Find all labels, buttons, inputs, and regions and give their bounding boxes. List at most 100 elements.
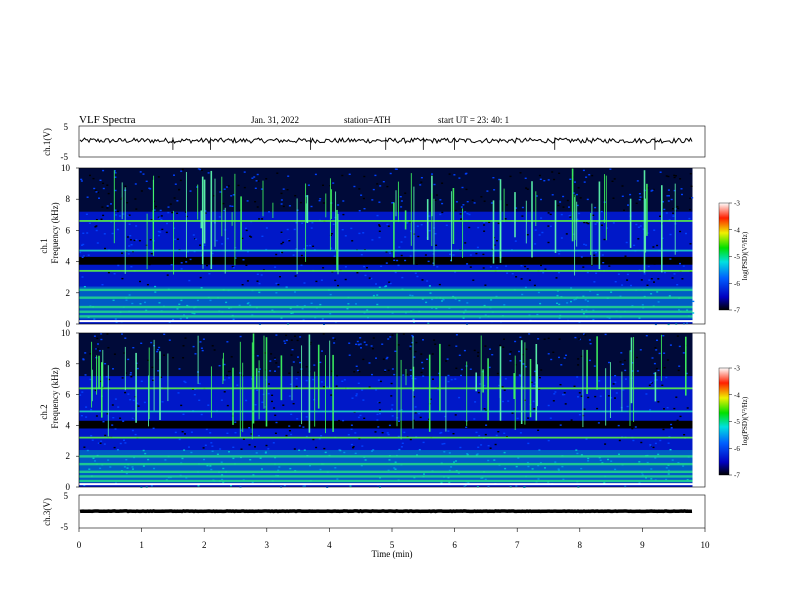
spec2-pixel [618, 439, 621, 442]
spec2-pixel [136, 367, 139, 370]
spec2-pixel [108, 378, 111, 381]
spec1-pixel [246, 251, 249, 253]
spec1-pixel [358, 210, 361, 212]
spec1-pixel [280, 199, 283, 201]
spec2-pixel [121, 333, 123, 335]
spec2-pixel [254, 446, 256, 448]
spec1-pixel [95, 219, 98, 221]
spec2-pixel [434, 343, 437, 345]
spec2-pixel [190, 431, 193, 433]
spec1-pixel [570, 287, 573, 289]
spec2-pixel [686, 479, 689, 481]
spec1-pixel [145, 180, 148, 182]
spec2-pixel [501, 400, 504, 403]
spec1-pixel [425, 301, 428, 304]
spec1-pixel [594, 206, 597, 209]
spec1-pixel [102, 214, 105, 217]
spec2-pixel [547, 353, 550, 355]
spec2-pixel [661, 384, 664, 386]
spec1-pixel [86, 232, 89, 234]
spec2-pixel [479, 383, 482, 385]
spec2-pixel [226, 341, 229, 343]
spec2-pixel [598, 380, 601, 382]
spec2-pixel [326, 386, 329, 388]
spec1-pixel [154, 285, 157, 288]
spec1-pixel [249, 304, 252, 306]
spec1-pixel [256, 257, 259, 259]
spec2-pixel [106, 333, 109, 335]
spec2-pixel [412, 419, 415, 422]
spec2-pixel [338, 419, 341, 422]
spec2-pixel [474, 401, 477, 403]
spec2-pixel [140, 380, 143, 382]
spec1-pixel [547, 212, 550, 214]
spec2-pixel [409, 369, 412, 371]
spec1-pixel [332, 182, 335, 184]
spec2-pixel [226, 432, 229, 434]
spec1-pixel [281, 251, 284, 254]
spec1-pixel [533, 284, 536, 287]
spec1-pixel [229, 205, 232, 207]
spec2-pixel [219, 448, 222, 450]
spec1-pixel [218, 216, 221, 218]
spec2-pixel [353, 371, 356, 373]
spec1-pixel [585, 244, 588, 246]
spec2-pixel [290, 433, 293, 436]
spec2-pixel [360, 464, 363, 467]
spec2-pixel [485, 424, 488, 426]
spec2-pixel [312, 378, 315, 381]
spec2-pixel [525, 348, 528, 350]
spec1-pixel [134, 183, 137, 185]
spec1-pixel [363, 208, 366, 210]
spec1-ytick-label-2: 4 [66, 257, 71, 267]
spec2-pixel [359, 414, 362, 417]
spec2-pixel [588, 339, 591, 341]
spec1-pixel [689, 243, 692, 245]
spec1-pixel [431, 298, 434, 301]
spec1-pixel [395, 168, 398, 170]
spec1-pixel [114, 172, 117, 174]
spec2-pixel [580, 467, 583, 470]
spec1-pixel [506, 204, 508, 206]
spec2-pixel [264, 452, 267, 454]
spec2-pixel [444, 415, 447, 418]
cb2-tick-label-1: -4 [734, 391, 740, 399]
spec2-pixel [391, 408, 393, 410]
spec1-pixel [379, 185, 382, 187]
spec1-pixel [601, 254, 604, 256]
spec2-pixel [198, 382, 201, 385]
spec2-pixel [209, 465, 212, 467]
spec1-pixel [506, 272, 509, 274]
spec2-pixel [501, 386, 504, 388]
spec1-pixel [497, 222, 500, 225]
spec2-pixel [496, 372, 499, 375]
spec1-pixel [601, 224, 603, 226]
spec1-pixel [412, 318, 415, 320]
spec1-pixel [627, 204, 629, 206]
spec1-pixel [287, 175, 290, 177]
spec2-pixel [645, 477, 647, 479]
spec1-pixel [582, 313, 585, 315]
spec1-pixel [569, 178, 572, 180]
spec1-pixel [406, 222, 409, 224]
spec2-pixel [121, 377, 124, 379]
spec2-pixel [315, 446, 318, 449]
spec2-pixel [466, 454, 469, 456]
spec1-pixel [258, 291, 261, 294]
spec2-pixel [152, 379, 155, 381]
spec1-pixel [558, 317, 561, 319]
spec2-pixel [93, 335, 96, 337]
spec2-pixel [503, 432, 506, 434]
spec1-pixel [246, 302, 249, 305]
spec1-pixel [394, 271, 397, 274]
spec1-pixel [435, 194, 438, 196]
spec1-pixel [498, 178, 501, 181]
spec1-pixel [243, 171, 246, 173]
spec2-pixel [126, 467, 129, 469]
spec1-pixel [427, 322, 430, 325]
spec1-pixel [617, 273, 620, 275]
spec1-pixel [301, 308, 304, 310]
spec2-pixel [388, 424, 391, 427]
spec1-pixel [652, 188, 655, 191]
spec1-pixel [404, 192, 407, 194]
